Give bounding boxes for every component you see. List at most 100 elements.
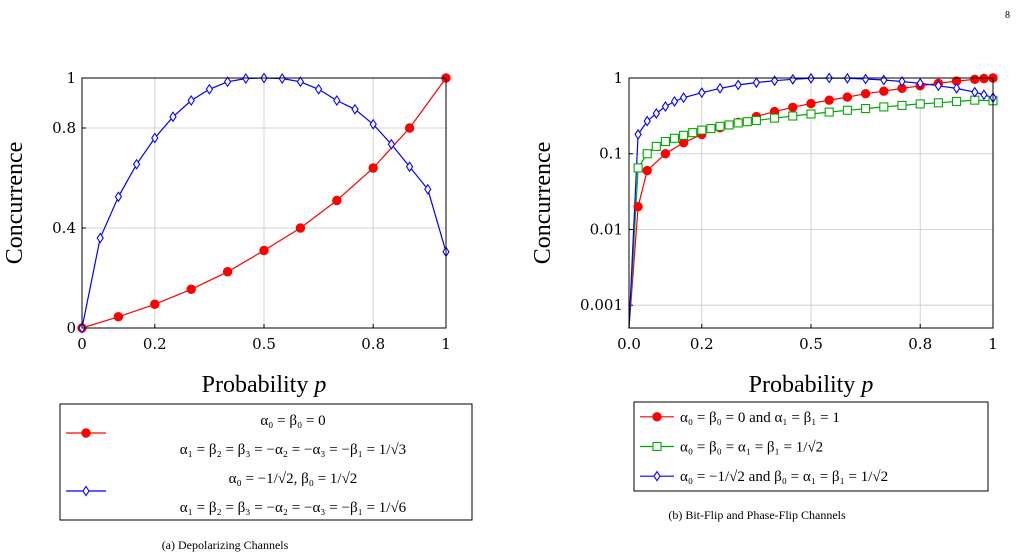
chart-a-ytick-label: 0.4: [52, 219, 76, 237]
chart-b-series-1-point: [715, 121, 725, 131]
chart-b-series-2-point: [898, 75, 906, 87]
chart-b-legend-text-2: α₀ = −1/√2 and β₀ = α₁ = β₁ = 1/√2: [680, 469, 888, 485]
chart-a-series-1-point: [387, 138, 396, 150]
chart-a-xlabel: Probability p: [202, 372, 327, 398]
chart-b-ytick-label: 0.001: [580, 296, 623, 314]
chart-a-frame: [81, 77, 447, 329]
chart-b-series-2-point: [661, 101, 670, 113]
chart-b-series-1-point: [879, 102, 889, 112]
chart-b-ytick-label: 0.01: [590, 220, 623, 238]
chart-b-xtick-label: 0.8: [908, 335, 932, 353]
chart-b-series-1-point: [842, 105, 852, 115]
chart-a-series-0-point: [150, 299, 160, 309]
chart-a-series-1-point: [333, 95, 341, 106]
chart-a-series-1-point: [187, 95, 195, 106]
chart-b-ytick-label: 0.1: [599, 145, 623, 163]
chart-b-series-2-point: [643, 115, 651, 127]
chart-a-legend-marker-0: [81, 428, 91, 438]
chart-b-series-1-point: [697, 125, 707, 135]
chart-a-series-1-point: [169, 111, 177, 123]
chart-a-legend-text-0-b: α₁ = β₂ = β₃ = −α₂ = −α₃ = −β₁ = 1/√3: [180, 442, 406, 458]
chart-b-xlabel-var: p: [859, 372, 873, 398]
chart-b-series-1-point: [897, 100, 907, 110]
chart-a-series-1-point: [351, 103, 359, 115]
chart-b-series-1-point: [651, 141, 661, 151]
chart-a-grid: [81, 77, 447, 329]
chart-a-xlabel-var: p: [312, 372, 326, 398]
chart-a-legend-text-0-a: α₀ = β₀ = 0: [260, 413, 325, 429]
chart-a-legend-marker-1: [82, 485, 90, 497]
chart-a-series-0-point: [404, 123, 415, 133]
chart-b-series-2-point: [716, 82, 724, 94]
chart-b-series-0-point: [970, 74, 980, 85]
chart-a-xtick-label: 0: [77, 335, 87, 353]
chart-a-series-1-point: [114, 191, 123, 203]
chart-a-caption: (a) Depolarizing Channels: [162, 538, 289, 552]
chart-a-series-0-point: [186, 284, 196, 294]
chart-a-series-0-point: [295, 223, 306, 233]
chart-a-series-0-point: [222, 267, 233, 277]
chart-b-xlabel-text: Probability: [749, 372, 862, 398]
chart-b-series-0-point: [660, 149, 671, 159]
chart-b-legend-box: [633, 401, 989, 492]
chart-a-series-1-point: [314, 83, 323, 95]
chart-b-series-1-point: [861, 104, 871, 114]
chart-b-series-0-point: [842, 92, 853, 102]
chart-a-ylabel: Concurrence: [2, 142, 28, 265]
chart-b-series-2-point: [679, 92, 688, 104]
chart-b-frame: [628, 77, 994, 329]
chart-a-xlabel-text: Probability: [202, 372, 315, 398]
chart-b-series-2-point: [980, 89, 988, 101]
chart-b-series-0-point: [824, 95, 834, 105]
chart-a-series-0-point: [368, 163, 378, 173]
chart-a-series-1-point: [132, 158, 141, 170]
chart-b-series-2-point: [952, 82, 961, 94]
chart-a-xtick-label: 0.8: [361, 335, 385, 353]
chart-b-series-2-point: [861, 73, 870, 85]
chart-b-legend: α₀ = β₀ = 0 and α₁ = β₁ = 1 α₀ = β₀ = α₁ …: [633, 401, 989, 492]
chart-b-legend-marker-2: [653, 470, 661, 482]
chart-b-yticks: 0.001 0.01 0.1 1: [580, 69, 633, 314]
chart-b-series-2-point: [752, 77, 761, 89]
chart-b-xticks: 0.0 0.2 0.5 0.8 1: [617, 324, 998, 353]
chart-a-yticks: 0 0.4 0.8 1: [52, 69, 86, 337]
chart-b-legend-marker-0: [652, 412, 662, 422]
chart-b-xlabel: Probability p: [749, 372, 874, 398]
chart-b-legend-text-0: α₀ = β₀ = 0 and α₁ = β₁ = 1: [680, 410, 840, 426]
chart-b-ytick-label: 1: [613, 69, 623, 87]
chart-b-series-1-point: [915, 99, 925, 109]
chart-a-series-1-point: [424, 183, 432, 195]
chart-b-series-2-point: [698, 87, 706, 99]
chart-a-legend-text-1-a: α₀ = −1/√2, β₀ = 1/√2: [229, 471, 358, 487]
chart-a-legend-text-1-b: α₁ = β₂ = β₃ = −α₂ = −α₃ = −β₁ = 1/√6: [180, 500, 407, 516]
chart-b-series-1-point: [706, 124, 716, 134]
chart-b-series-1-point: [751, 115, 761, 126]
chart-b-series-1-point: [742, 117, 752, 127]
chart-a-series-1-point: [205, 83, 214, 95]
chart-b-legend-marker-1: [652, 441, 662, 452]
chart-a-series-1-point: [96, 232, 104, 244]
page-number: 8: [1005, 10, 1010, 21]
chart-a-legend: α₀ = β₀ = 0 α₁ = β₂ = β₃ = −α₂ = −α₃ = −β…: [59, 403, 473, 521]
chart-b-series-0-point: [806, 98, 816, 109]
chart-a-xticks: 0 0.2 0.5 0.8 1: [77, 324, 451, 353]
chart-b-series-0-point: [788, 102, 798, 113]
chart-b-series-2-point: [971, 86, 979, 98]
chart-b-series-1-point: [660, 136, 670, 147]
chart-b-series-markers: [633, 72, 998, 212]
chart-b-series-1-point: [642, 149, 652, 159]
chart-b-series-2-point: [934, 80, 943, 92]
chart-b-series-1-point: [669, 133, 680, 143]
chart-a-ytick-label: 1: [66, 69, 76, 87]
chart-b-caption: (b) Bit-Flip and Phase-Flip Channels: [668, 508, 846, 522]
chart-b-ylabel: Concurrence: [530, 142, 556, 265]
chart-b-series-0-point: [860, 89, 871, 99]
chart-b-series-0-point: [879, 86, 889, 96]
chart-b-series-1-point: [633, 163, 643, 173]
chart-b: 0.0 0.2 0.5 0.8 1 0.001 0.01 0.1 1 Probability …: [530, 69, 998, 522]
chart-b-series-1-point: [770, 113, 780, 123]
chart-a-xtick-label: 0.2: [143, 335, 167, 353]
chart-b-series-1-point: [688, 128, 698, 138]
chart-a-series-1-point: [405, 161, 414, 173]
